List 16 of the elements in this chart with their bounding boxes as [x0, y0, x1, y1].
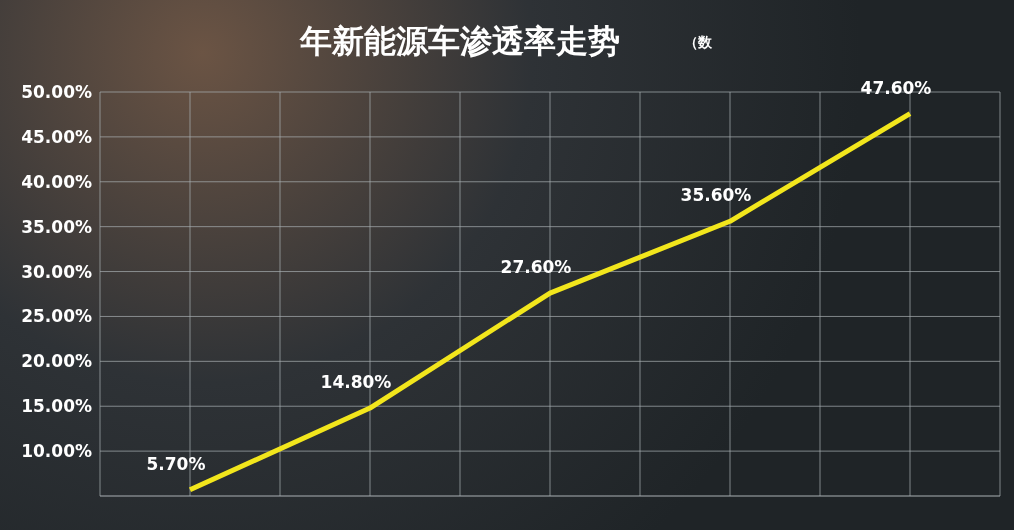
y-tick-label: 20.00%: [21, 351, 92, 372]
y-tick-label: 50.00%: [21, 82, 92, 103]
data-label: 27.60%: [500, 257, 572, 278]
y-tick-label: 40.00%: [21, 171, 92, 192]
data-label: 47.60%: [860, 77, 932, 98]
y-tick-label: 25.00%: [21, 306, 92, 327]
y-tick-label: 35.00%: [21, 216, 92, 237]
data-label: 5.70%: [146, 453, 206, 474]
data-label: 35.60%: [680, 185, 752, 206]
y-tick-label: 30.00%: [21, 261, 92, 282]
y-tick-label: 10.00%: [21, 441, 92, 462]
y-tick-label: 15.00%: [21, 396, 92, 417]
chart-title: 年新能源车渗透率走势: [300, 21, 620, 62]
data-label: 14.80%: [320, 372, 392, 393]
text: （数: [684, 34, 712, 52]
y-tick-label: 45.00%: [21, 126, 92, 147]
